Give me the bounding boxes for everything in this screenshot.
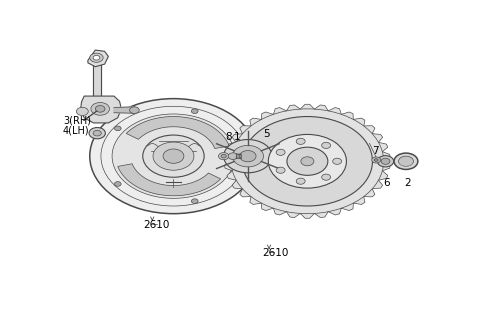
Circle shape — [114, 126, 121, 131]
Circle shape — [112, 114, 235, 198]
Circle shape — [228, 153, 238, 159]
Polygon shape — [126, 117, 229, 148]
Circle shape — [153, 142, 194, 170]
Circle shape — [276, 149, 285, 155]
Circle shape — [333, 158, 342, 164]
Text: 5: 5 — [263, 129, 269, 139]
Circle shape — [163, 149, 184, 163]
Circle shape — [240, 150, 256, 162]
Circle shape — [130, 107, 139, 114]
Circle shape — [287, 147, 328, 175]
Circle shape — [322, 174, 331, 180]
Circle shape — [89, 127, 106, 139]
Circle shape — [398, 156, 413, 166]
Circle shape — [90, 53, 103, 62]
Circle shape — [239, 154, 246, 158]
Circle shape — [192, 199, 198, 204]
Circle shape — [381, 158, 390, 164]
Circle shape — [76, 107, 88, 116]
Circle shape — [268, 134, 347, 188]
Circle shape — [372, 157, 381, 163]
Circle shape — [96, 106, 105, 112]
Circle shape — [218, 153, 229, 160]
Polygon shape — [88, 50, 108, 67]
Circle shape — [394, 153, 418, 169]
Circle shape — [296, 178, 305, 184]
Circle shape — [276, 167, 285, 173]
Circle shape — [143, 135, 204, 177]
Circle shape — [91, 103, 109, 115]
Circle shape — [242, 117, 372, 206]
Text: 7: 7 — [372, 146, 378, 156]
Circle shape — [232, 145, 264, 167]
Text: 6: 6 — [383, 178, 390, 188]
Text: 2: 2 — [405, 178, 411, 188]
Circle shape — [296, 138, 305, 144]
Polygon shape — [225, 104, 390, 218]
Circle shape — [90, 99, 257, 214]
Text: 2610: 2610 — [144, 220, 170, 230]
Text: 3(RH): 3(RH) — [63, 115, 91, 125]
Text: 8: 8 — [226, 132, 232, 142]
Text: 2610: 2610 — [263, 248, 289, 258]
Circle shape — [301, 157, 314, 166]
Circle shape — [374, 159, 378, 161]
Circle shape — [93, 55, 100, 60]
Circle shape — [322, 142, 331, 148]
Polygon shape — [236, 154, 241, 158]
Circle shape — [114, 182, 121, 186]
Text: 4(LH): 4(LH) — [63, 125, 90, 135]
Polygon shape — [118, 164, 221, 196]
Polygon shape — [114, 107, 134, 113]
Circle shape — [224, 139, 272, 173]
Circle shape — [377, 156, 394, 167]
Circle shape — [93, 130, 101, 136]
Circle shape — [221, 154, 226, 158]
Circle shape — [192, 109, 198, 114]
Polygon shape — [81, 96, 121, 123]
Text: 1: 1 — [234, 132, 241, 142]
